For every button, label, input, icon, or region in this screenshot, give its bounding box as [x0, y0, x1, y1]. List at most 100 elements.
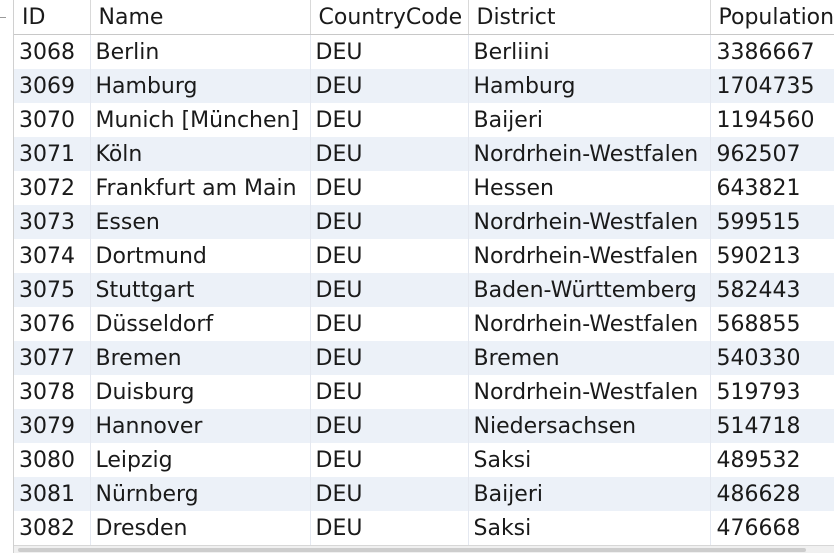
table-row[interactable]: 3079 Hannover DEU Niedersachsen 514718	[14, 409, 834, 443]
column-header-name[interactable]: Name	[90, 0, 311, 35]
table-row[interactable]: 3078 Duisburg DEU Nordrhein-Westfalen 519793	[14, 375, 834, 409]
cell-name[interactable]: Nürnberg	[90, 477, 311, 511]
cell-district[interactable]: Baden-Württemberg	[468, 273, 711, 307]
table-row[interactable]: 3072 Frankfurt am Main DEU Hessen 643821	[14, 171, 834, 205]
cell-countrycode[interactable]: DEU	[310, 171, 469, 205]
cell-population[interactable]: 489532	[710, 443, 834, 477]
cell-id[interactable]: 3074	[14, 239, 91, 273]
table-row[interactable]: 3081 Nürnberg DEU Baijeri 486628	[14, 477, 834, 511]
cell-id[interactable]: 3078	[14, 375, 91, 409]
cell-name[interactable]: Dortmund	[90, 239, 311, 273]
cell-id[interactable]: 3079	[14, 409, 91, 443]
table-row[interactable]: 3074 Dortmund DEU Nordrhein-Westfalen 590213	[14, 239, 834, 273]
table-row[interactable]: 3076 Düsseldorf DEU Nordrhein-Westfalen 5688…	[14, 307, 834, 341]
cell-name[interactable]: Düsseldorf	[90, 307, 311, 341]
column-header-id[interactable]: ID	[14, 0, 91, 35]
cell-countrycode[interactable]: DEU	[310, 477, 469, 511]
cell-countrycode[interactable]: DEU	[310, 239, 469, 273]
cell-countrycode[interactable]: DEU	[310, 205, 469, 239]
cell-population[interactable]: 3386667	[710, 34, 834, 69]
table-row[interactable]: 3070 Munich [München] DEU Baijeri 1194560	[14, 103, 834, 137]
cell-population[interactable]: 599515	[710, 205, 834, 239]
cell-district[interactable]: Hamburg	[468, 69, 711, 103]
cell-population[interactable]: 643821	[710, 171, 834, 205]
results-table: ID Name CountryCode District Population …	[14, 0, 834, 545]
column-header-district[interactable]: District	[468, 0, 711, 35]
cell-district[interactable]: Berliini	[468, 34, 711, 69]
table-row[interactable]: 3075 Stuttgart DEU Baden-Württemberg 582443	[14, 273, 834, 307]
cell-id[interactable]: 3082	[14, 511, 91, 545]
cell-population[interactable]: 590213	[710, 239, 834, 273]
cell-name[interactable]: Duisburg	[90, 375, 311, 409]
cell-population[interactable]: 1704735	[710, 69, 834, 103]
cell-district[interactable]: Saksi	[468, 511, 711, 545]
cell-countrycode[interactable]: DEU	[310, 375, 469, 409]
cell-district[interactable]: Baijeri	[468, 477, 711, 511]
cell-district[interactable]: Nordrhein-Westfalen	[468, 375, 711, 409]
cell-district[interactable]: Nordrhein-Westfalen	[468, 239, 711, 273]
cell-countrycode[interactable]: DEU	[310, 341, 469, 375]
cell-countrycode[interactable]: DEU	[310, 69, 469, 103]
cell-id[interactable]: 3072	[14, 171, 91, 205]
cell-countrycode[interactable]: DEU	[310, 103, 469, 137]
cell-name[interactable]: Stuttgart	[90, 273, 311, 307]
cell-district[interactable]: Hessen	[468, 171, 711, 205]
cell-population[interactable]: 540330	[710, 341, 834, 375]
cell-id[interactable]: 3071	[14, 137, 91, 171]
cell-id[interactable]: 3077	[14, 341, 91, 375]
cell-district[interactable]: Saksi	[468, 443, 711, 477]
cell-name[interactable]: Essen	[90, 205, 311, 239]
table-row[interactable]: 3082 Dresden DEU Saksi 476668	[14, 511, 834, 545]
cell-population[interactable]: 582443	[710, 273, 834, 307]
header-row: ID Name CountryCode District Population	[14, 0, 834, 35]
cell-countrycode[interactable]: DEU	[310, 443, 469, 477]
table-row[interactable]: 3068 Berlin DEU Berliini 3386667	[14, 34, 834, 69]
cell-population[interactable]: 1194560	[710, 103, 834, 137]
cell-id[interactable]: 3070	[14, 103, 91, 137]
cell-population[interactable]: 519793	[710, 375, 834, 409]
cell-countrycode[interactable]: DEU	[310, 511, 469, 545]
cell-countrycode[interactable]: DEU	[310, 137, 469, 171]
cell-name[interactable]: Hannover	[90, 409, 311, 443]
cell-id[interactable]: 3080	[14, 443, 91, 477]
cell-name[interactable]: Hamburg	[90, 69, 311, 103]
cell-district[interactable]: Niedersachsen	[468, 409, 711, 443]
cell-countrycode[interactable]: DEU	[310, 409, 469, 443]
table-row[interactable]: 3071 Köln DEU Nordrhein-Westfalen 962507	[14, 137, 834, 171]
cell-name[interactable]: Leipzig	[90, 443, 311, 477]
cell-id[interactable]: 3068	[14, 34, 91, 69]
row-gutter	[0, 0, 14, 553]
cell-name[interactable]: Bremen	[90, 341, 311, 375]
cell-countrycode[interactable]: DEU	[310, 273, 469, 307]
cell-population[interactable]: 486628	[710, 477, 834, 511]
table-row[interactable]: 3077 Bremen DEU Bremen 540330	[14, 341, 834, 375]
cell-population[interactable]: 962507	[710, 137, 834, 171]
cell-population[interactable]: 476668	[710, 511, 834, 545]
cell-name[interactable]: Munich [München]	[90, 103, 311, 137]
table-row[interactable]: 3080 Leipzig DEU Saksi 489532	[14, 443, 834, 477]
cell-district[interactable]: Bremen	[468, 341, 711, 375]
horizontal-scrollbar[interactable]	[14, 545, 834, 553]
column-header-population[interactable]: Population	[710, 0, 834, 35]
cell-countrycode[interactable]: DEU	[310, 307, 469, 341]
cell-district[interactable]: Nordrhein-Westfalen	[468, 205, 711, 239]
cell-district[interactable]: Baijeri	[468, 103, 711, 137]
scrollbar-thumb[interactable]	[18, 548, 806, 552]
column-header-countrycode[interactable]: CountryCode	[310, 0, 469, 35]
cell-district[interactable]: Nordrhein-Westfalen	[468, 137, 711, 171]
cell-id[interactable]: 3069	[14, 69, 91, 103]
cell-id[interactable]: 3073	[14, 205, 91, 239]
cell-name[interactable]: Berlin	[90, 34, 311, 69]
table-row[interactable]: 3073 Essen DEU Nordrhein-Westfalen 599515	[14, 205, 834, 239]
cell-id[interactable]: 3075	[14, 273, 91, 307]
cell-id[interactable]: 3076	[14, 307, 91, 341]
cell-name[interactable]: Köln	[90, 137, 311, 171]
cell-population[interactable]: 514718	[710, 409, 834, 443]
cell-district[interactable]: Nordrhein-Westfalen	[468, 307, 711, 341]
cell-countrycode[interactable]: DEU	[310, 34, 469, 69]
cell-name[interactable]: Dresden	[90, 511, 311, 545]
cell-id[interactable]: 3081	[14, 477, 91, 511]
table-row[interactable]: 3069 Hamburg DEU Hamburg 1704735	[14, 69, 834, 103]
cell-population[interactable]: 568855	[710, 307, 834, 341]
cell-name[interactable]: Frankfurt am Main	[90, 171, 311, 205]
